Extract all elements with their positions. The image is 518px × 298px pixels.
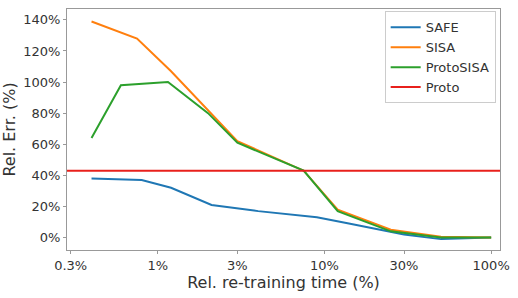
svg-text:0.3%: 0.3% <box>54 258 87 273</box>
svg-text:100%: 100% <box>473 258 510 273</box>
svg-text:120%: 120% <box>23 44 60 59</box>
svg-text:30%: 30% <box>390 258 419 273</box>
svg-text:10%: 10% <box>310 258 339 273</box>
svg-text:SISA: SISA <box>426 40 456 55</box>
svg-text:Rel. Err. (%): Rel. Err. (%) <box>0 82 19 176</box>
svg-text:1%: 1% <box>148 258 169 273</box>
svg-text:80%: 80% <box>31 106 60 121</box>
svg-text:40%: 40% <box>31 168 60 183</box>
svg-text:140%: 140% <box>23 12 60 27</box>
svg-text:0%: 0% <box>40 230 61 245</box>
svg-text:3%: 3% <box>227 258 248 273</box>
svg-text:SAFE: SAFE <box>426 20 459 35</box>
svg-text:20%: 20% <box>31 199 60 214</box>
svg-text:Rel. re-training time (%): Rel. re-training time (%) <box>187 273 380 292</box>
svg-text:ProtoSISA: ProtoSISA <box>426 60 489 75</box>
svg-text:Proto: Proto <box>426 80 460 95</box>
svg-text:100%: 100% <box>23 75 60 90</box>
svg-text:60%: 60% <box>31 137 60 152</box>
